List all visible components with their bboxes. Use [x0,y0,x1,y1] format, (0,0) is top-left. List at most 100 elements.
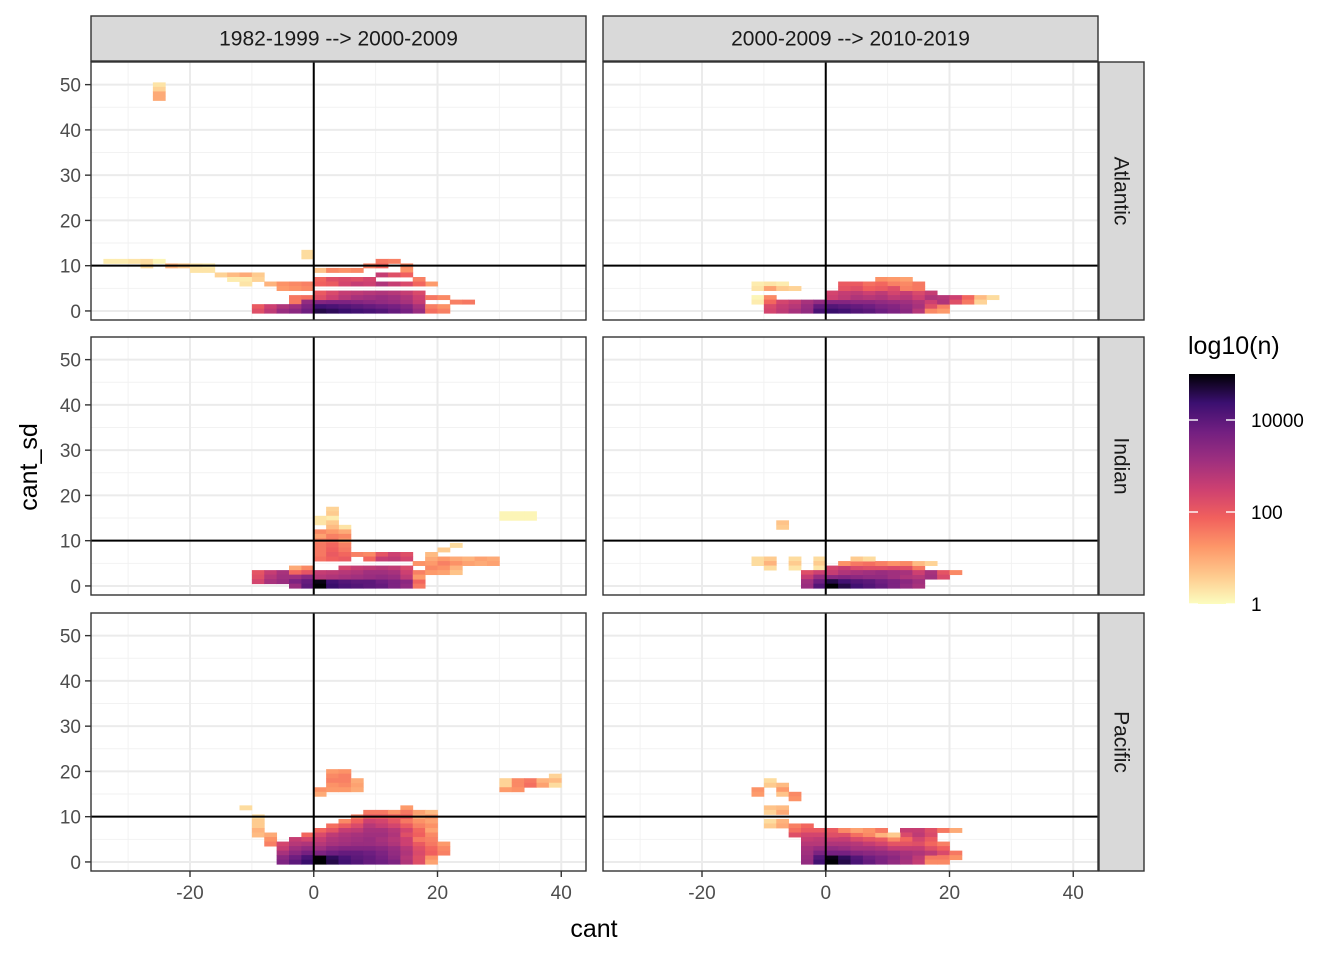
heatmap-cell [825,290,839,296]
heatmap-cell [813,832,827,838]
heatmap-cell [338,850,352,856]
heatmap-cell [425,846,438,852]
heatmap-cell [850,304,864,310]
heatmap-cell [850,281,864,287]
heatmap-cell [313,787,327,793]
heatmap-cell [326,524,339,530]
heatmap-cell [801,308,814,314]
heatmap-cell [763,308,777,314]
heatmap-cell [850,832,864,838]
heatmap-cell [850,828,864,833]
heatmap-cell [937,846,950,852]
heatmap-cell [313,832,327,838]
heatmap-cell [912,308,926,314]
heatmap-cell [499,778,513,784]
heatmap-cell [825,583,839,589]
heatmap-cell [838,855,851,861]
heatmap-cell [400,828,414,833]
heatmap-cell [400,855,414,861]
heatmap-cell [276,579,290,585]
heatmap-cell [838,286,851,291]
heatmap-cell [412,295,426,301]
heatmap-cell [425,828,438,833]
x-tick-label: 40 [551,883,572,904]
heatmap-cell [388,583,401,589]
heatmap-cell [375,570,389,576]
heatmap-cell [924,308,938,314]
heatmap-cell [838,570,851,576]
heatmap-cell [437,547,451,553]
y-axis-title: cant_sd [15,423,43,511]
heatmap-cell [875,570,889,576]
heatmap-cell [437,556,451,562]
heatmap-cell [850,837,864,842]
heatmap-cell [763,281,777,287]
heatmap-cell [388,299,401,305]
heatmap-cell [850,859,864,865]
heatmap-cell [350,855,364,861]
heatmap-cell [338,583,352,589]
heatmap-cell [326,787,339,793]
y-tick-label: 50 [60,76,81,97]
heatmap-cell [313,547,327,553]
heatmap-cell [289,304,302,310]
heatmap-cell [313,837,327,842]
heatmap-cell [289,841,302,847]
heatmap-cell [388,823,401,829]
heatmap-cell [350,841,364,847]
heatmap-cell [313,574,327,580]
heatmap-cell [912,565,926,571]
heatmap-cell [838,841,851,847]
heatmap-cell [375,552,389,557]
heatmap-cell [425,832,438,838]
heatmap-cell [289,295,302,301]
heatmap-cell [326,823,339,829]
heatmap-cell [825,832,839,838]
heatmap-cell [375,304,389,310]
y-tick-label: 40 [60,121,81,142]
heatmap-cell [788,308,802,314]
heatmap-cell [511,511,525,517]
heatmap-cell [301,254,315,260]
heatmap-cell [412,299,426,305]
y-tick-label: 10 [60,257,81,278]
heatmap-cell [301,249,315,255]
heatmap-cell [788,299,802,305]
heatmap-cell [949,570,963,576]
heatmap-cell [276,859,290,865]
heatmap-cell [801,841,814,847]
heatmap-cell [289,570,302,576]
legend-label: 10000 [1251,411,1304,432]
heatmap-cell [289,299,302,305]
heatmap-cell [214,272,228,278]
heatmap-cell [524,778,537,784]
heatmap-cell [301,832,315,838]
heatmap-cell [251,818,265,824]
row-strip-label: Pacific [1110,711,1133,773]
heatmap-cell [388,828,401,833]
heatmap-cell [949,299,963,305]
heatmap-cell [289,281,302,287]
heatmap-cell [264,832,278,838]
heatmap-cell [313,579,327,585]
heatmap-cell [924,561,938,566]
heatmap-cell [875,565,889,571]
heatmap-cell [937,828,950,833]
y-tick-label: 50 [60,627,81,648]
heatmap-cell [850,841,864,847]
heatmap-cell [900,570,913,576]
heatmap-cell [912,561,926,566]
heatmap-cell [301,846,315,852]
heatmap-cell [900,850,913,856]
heatmap-cell [375,850,389,856]
heatmap-cell [338,552,352,557]
x-tick-label: 20 [427,883,448,904]
heatmap-cell [400,818,414,824]
heatmap-cell [924,855,938,861]
heatmap-cell [937,855,950,861]
heatmap-cell [548,782,562,788]
heatmap-cell [338,841,352,847]
heatmap-cell [338,855,352,861]
heatmap-cell [850,579,864,585]
heatmap-cell [788,561,802,566]
